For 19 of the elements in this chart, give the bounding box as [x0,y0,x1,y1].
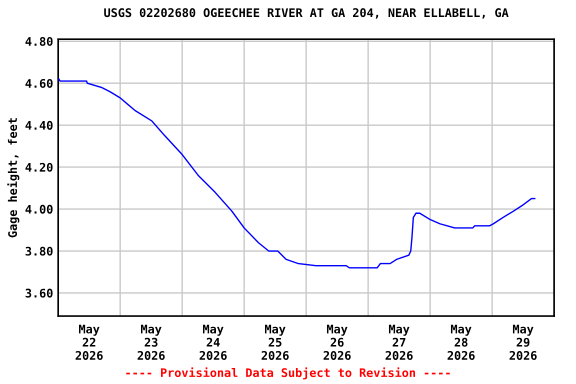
x-tick-label: May 27 2026 [386,324,413,360]
y-tick-label: 4.00 [25,204,53,214]
x-tick-label: May 29 2026 [510,324,537,360]
y-tick-label: 4.60 [25,78,53,88]
y-tick-label: 3.80 [26,246,53,256]
x-tick-label: May 25 2026 [262,324,289,360]
chart-title: USGS 02202680 OGEECHEE RIVER AT GA 204, NEAR ELLABELL, GA [104,8,509,19]
y-tick-label: 4.80 [25,36,53,46]
text: ---- Provisional Data Subject to Revision ---- [126,367,450,380]
y-tick-label: 4.40 [25,120,53,130]
x-tick-label: May 24 2026 [200,324,227,360]
line-series [58,78,536,268]
y-tick-label: 4.20 [25,162,53,172]
x-tick-label: May 22 2026 [76,324,103,360]
x-tick-label: May 26 2026 [324,324,351,360]
x-tick-label: May 28 2026 [448,324,475,360]
x-tick-label: May 23 2026 [138,324,165,360]
y-axis-title: Gage height, feet [7,118,20,238]
y-tick-label: 3.60 [26,288,53,298]
